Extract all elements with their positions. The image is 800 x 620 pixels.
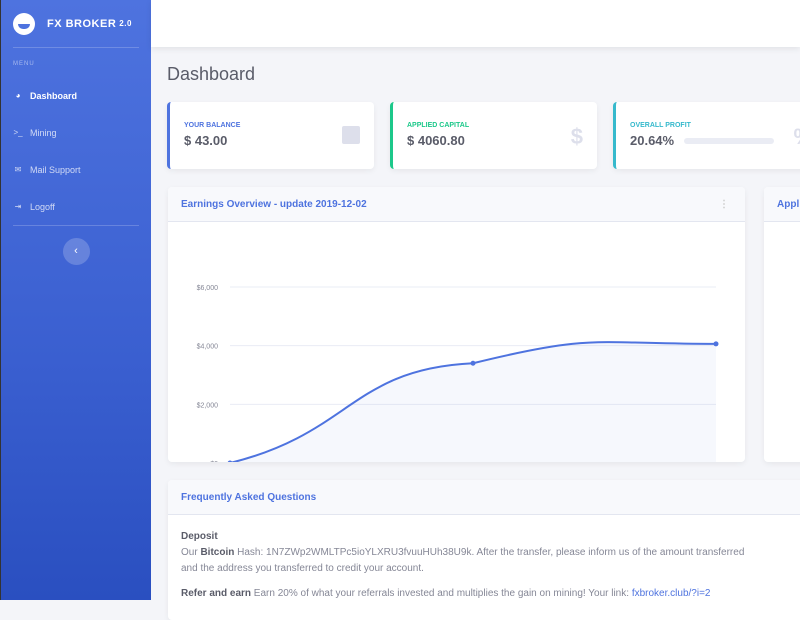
sidebar-item-label: Dashboard — [30, 90, 78, 101]
card-label: YOUR BALANCE — [184, 122, 241, 129]
faq-title: Frequently Asked Questions — [181, 492, 317, 503]
applied-panel-title: Appl — [777, 199, 800, 210]
sidebar-item-mining[interactable]: >_ Mining — [1, 114, 151, 151]
sidebar-item-label: Logoff — [30, 201, 55, 212]
sidebar-item-label: Mining — [30, 127, 57, 138]
menu-heading: MENU — [13, 61, 35, 67]
sidebar-item-dashboard[interactable]: ◕ Dashboard — [1, 77, 151, 114]
applied-panel: Appl — [764, 187, 800, 462]
data-point — [227, 460, 233, 462]
area-fill — [233, 342, 716, 462]
y-tick-label: $4,000 — [197, 344, 219, 351]
card-value: $ 4060.80 — [407, 133, 465, 148]
overall-profit-card: OVERALL PROFIT 20.64% % — [613, 102, 800, 169]
sidebar-item-label: Mail Support — [30, 164, 81, 175]
sidebar-toggle-button[interactable]: ‹ — [62, 238, 90, 265]
earnings-chart: $0$2,000$4,000$6,000OctNovDec — [197, 285, 719, 462]
referral-link[interactable]: fxbroker.club/?i=2 — [631, 588, 711, 599]
envelope-icon: ✉ — [14, 165, 22, 174]
brand-version: 2.0 — [119, 19, 132, 28]
balance-card: YOUR BALANCE $ 43.00 — [167, 102, 374, 169]
refer-text: Earn 20% of what your referrals invested… — [251, 588, 632, 599]
earnings-title: Earnings Overview - update 2019-12-02 — [181, 199, 367, 210]
data-point — [470, 360, 476, 366]
brand[interactable]: FX BROKER 2.0 — [1, 0, 151, 47]
faq-panel: Frequently Asked Questions Deposit Our B… — [168, 480, 800, 620]
card-label: OVERALL PROFIT — [630, 122, 691, 129]
y-tick-label: $0 — [210, 461, 218, 462]
more-vertical-icon[interactable]: ⋮ — [719, 199, 729, 210]
percent-icon: % — [793, 124, 800, 150]
sidebar-item-logoff[interactable]: ⇥ Logoff — [1, 188, 151, 225]
y-tick-label: $2,000 — [197, 402, 219, 409]
earnings-panel: Earnings Overview - update 2019-12-02 ⋮ $… — [168, 187, 745, 462]
logo-smiley-icon — [13, 12, 35, 35]
refer-title: Refer and earn — [181, 588, 252, 599]
brand-name: FX BROKER — [47, 17, 117, 30]
deposit-text-pre: Our — [181, 547, 201, 558]
sidebar-item-mail-support[interactable]: ✉ Mail Support — [1, 151, 151, 188]
applied-capital-card: APPLIED CAPITAL $ 4060.80 $ — [390, 102, 597, 169]
tachometer-icon: ◕ — [15, 91, 21, 100]
divider — [13, 47, 139, 48]
page-title: Dashboard — [167, 64, 256, 84]
data-point — [713, 341, 719, 347]
calendar-icon — [342, 124, 360, 144]
terminal-icon: >_ — [13, 128, 23, 137]
topbar — [151, 0, 800, 47]
deposit-title: Deposit — [181, 531, 218, 542]
card-label: APPLIED CAPITAL — [407, 122, 470, 129]
deposit-text: Hash: 1N7ZWp2WMLTPc5ioYLXRU3fvuuHUh38U9k… — [181, 547, 745, 574]
y-tick-label: $6,000 — [197, 285, 219, 292]
card-value: $ 43.00 — [184, 133, 228, 148]
sign-out-icon: ⇥ — [14, 202, 22, 211]
bitcoin-label: Bitcoin — [200, 547, 235, 558]
profit-progress-bar — [684, 137, 775, 144]
card-value: 20.64% — [630, 133, 675, 148]
divider — [13, 225, 139, 226]
dollar-icon: $ — [570, 124, 583, 149]
sidebar: FX BROKER 2.0 MENU ◕ Dashboard >_ Mining ✉ M… — [0, 0, 151, 600]
